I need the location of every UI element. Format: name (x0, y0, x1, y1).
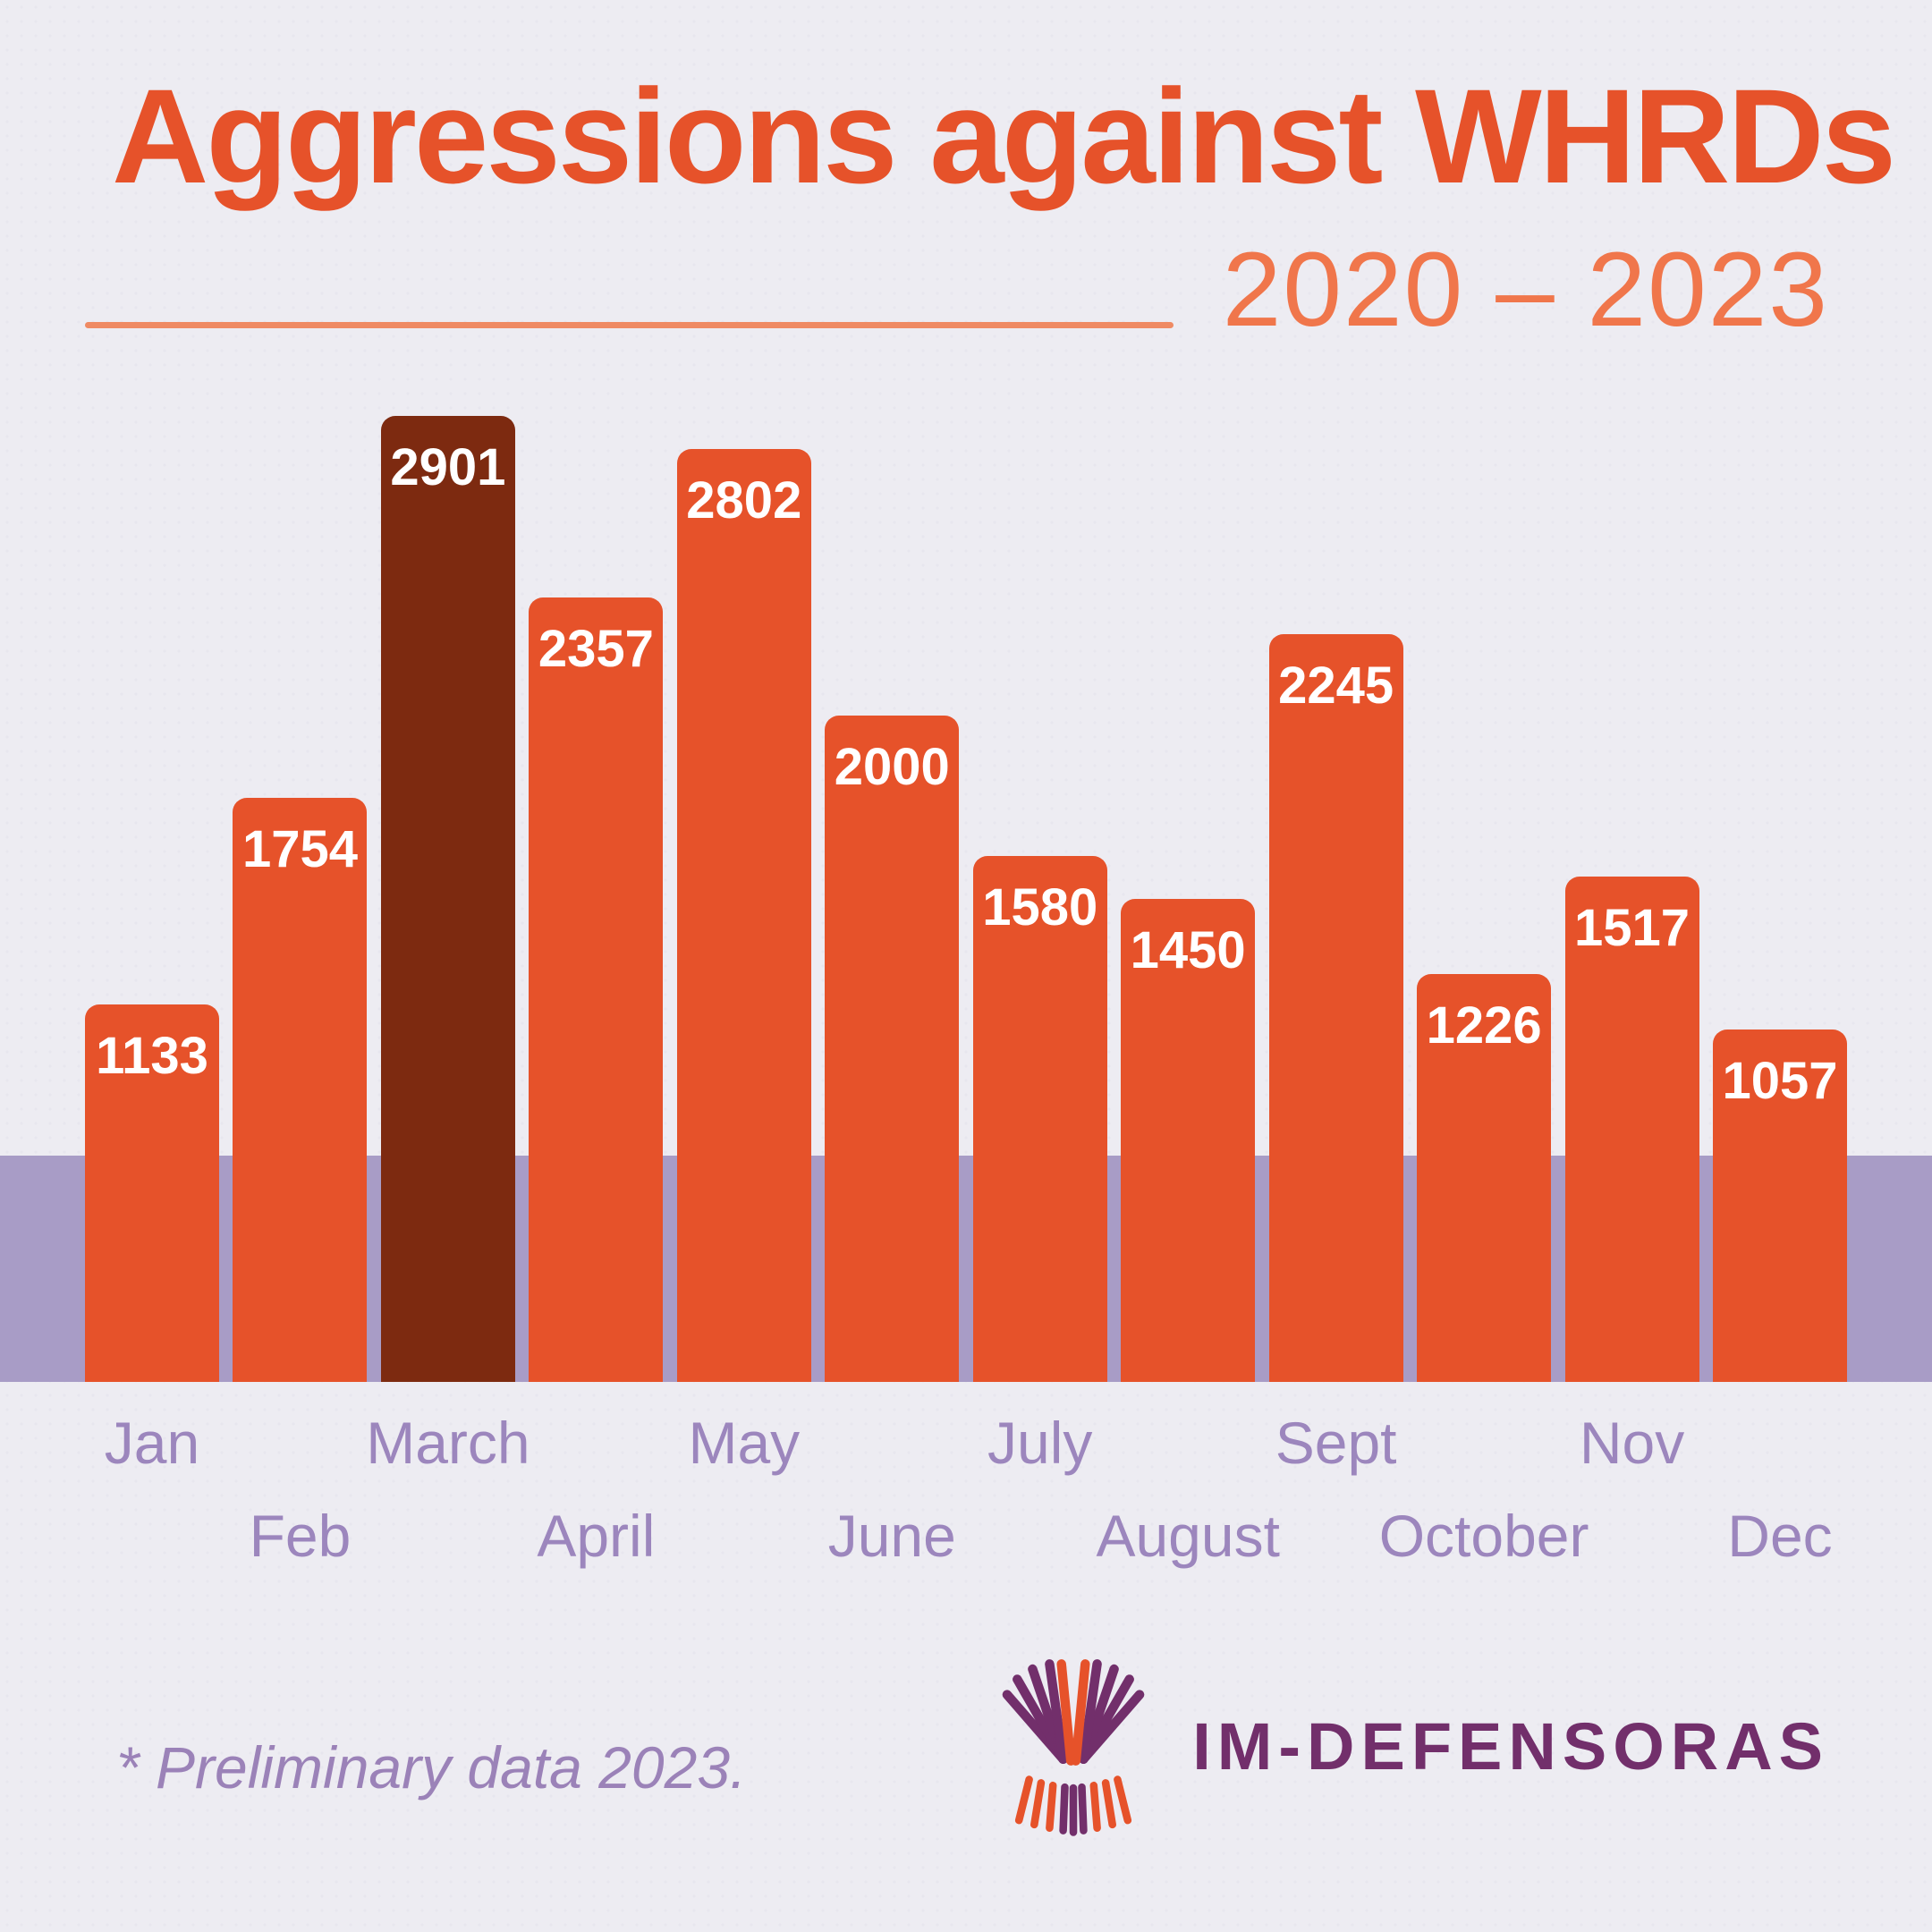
footnote: * Preliminary data 2023. (116, 1734, 747, 1801)
month-label-text: May (688, 1410, 801, 1476)
page-subtitle: 2020 – 2023 (1222, 231, 1829, 349)
page-title: Aggressions against WHRDs (112, 61, 1896, 211)
bar-value-label: 2901 (390, 438, 506, 496)
bar-value-label: 1450 (1130, 921, 1246, 979)
header: Aggressions against WHRDs 2020 – 2023 (85, 61, 1896, 349)
month-label-august: August (1096, 1413, 1279, 1565)
month-label-april: April (529, 1413, 663, 1565)
month-label-text: Dec (1727, 1503, 1833, 1569)
month-label-july: July (973, 1413, 1107, 1565)
im-defensoras-logo: IM-DEFENSORAS (988, 1650, 1829, 1843)
month-labels: Jan Feb March April May June July August Sept Oct… (85, 1413, 1847, 1565)
bar-may: 2802 (676, 449, 811, 1382)
bar-value-label: 2000 (834, 738, 950, 796)
month-label-feb: Feb (233, 1413, 367, 1565)
month-label-text: Feb (249, 1503, 352, 1569)
month-label-text: March (366, 1410, 530, 1476)
bar-june: 2000 (825, 716, 960, 1382)
bar-value-label: 1754 (242, 820, 358, 878)
month-label-text: June (827, 1503, 956, 1569)
month-label-october: October (1379, 1413, 1589, 1565)
bar-sept: 2245 (1268, 634, 1403, 1382)
bar-value-label: 1580 (982, 878, 1098, 936)
bar-october: 1226 (1417, 974, 1552, 1382)
month-label-nov: Nov (1565, 1413, 1699, 1565)
month-label-text: October (1378, 1503, 1589, 1569)
month-label-may: May (677, 1413, 811, 1565)
bar-value-label: 2245 (1278, 657, 1394, 715)
month-label-text: August (1096, 1503, 1280, 1569)
month-label-text: July (987, 1410, 1093, 1476)
subtitle-rule (85, 321, 1174, 328)
month-label-text: Jan (104, 1410, 200, 1476)
bar-value-label: 1226 (1426, 996, 1542, 1055)
month-label-text: Sept (1275, 1410, 1397, 1476)
bar-value-label: 1517 (1574, 899, 1690, 957)
month-label-sept: Sept (1269, 1413, 1403, 1565)
bar-dec: 1057 (1712, 1030, 1847, 1382)
bar-july: 1580 (972, 856, 1107, 1382)
subtitle-row: 2020 – 2023 (85, 231, 1829, 349)
bar-march: 2901 (380, 416, 515, 1382)
bar-value-label: 2802 (686, 471, 802, 530)
bar-august: 1450 (1121, 899, 1256, 1382)
month-label-jan: Jan (85, 1413, 219, 1565)
month-label-text: April (537, 1503, 656, 1569)
bar-april: 2357 (529, 597, 664, 1382)
month-label-june: June (825, 1413, 959, 1565)
bar-nov: 1517 (1564, 877, 1699, 1382)
month-label-text: Nov (1579, 1410, 1685, 1476)
logo-text: IM-DEFENSORAS (1192, 1709, 1829, 1784)
bar-feb: 1754 (233, 798, 368, 1382)
bar-value-label: 2357 (538, 620, 654, 678)
im-defensoras-logo-icon (1002, 1659, 1145, 1836)
bar-value-label: 1133 (96, 1027, 208, 1085)
bar-chart: 1133 1754 2901 2357 2802 2000 1580 1450 2245 1226… (85, 416, 1847, 1382)
bar-value-label: 1057 (1722, 1052, 1838, 1110)
month-label-march: March (366, 1413, 530, 1565)
month-label-dec: Dec (1713, 1413, 1847, 1565)
bar-jan: 1133 (85, 1004, 219, 1382)
